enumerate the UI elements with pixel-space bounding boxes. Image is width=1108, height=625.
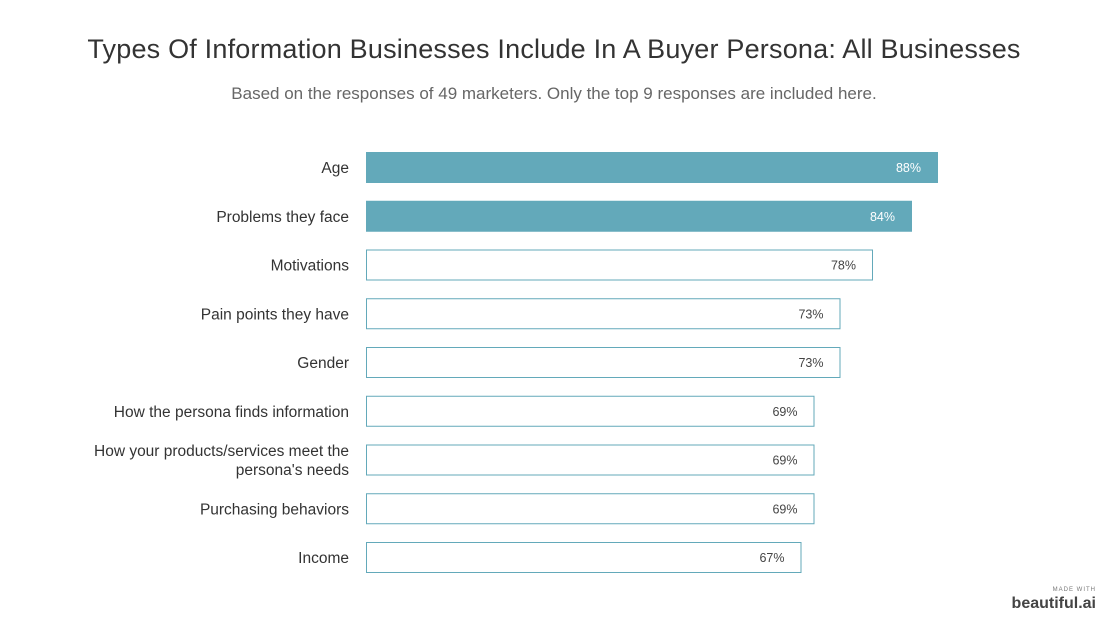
category-label: Pain points they have (201, 306, 349, 323)
bar (366, 249, 873, 281)
bar (366, 200, 912, 232)
bar-value-label: 67% (759, 551, 784, 565)
bar (366, 542, 802, 573)
bar-value-label: 88% (896, 161, 921, 175)
bar-value-label: 69% (772, 405, 797, 419)
bar (366, 395, 815, 427)
category-label: Gender (297, 355, 349, 372)
category-label: Problems they face (216, 209, 349, 226)
made-with-badge[interactable]: MADE WITH beautiful.ai (1012, 587, 1096, 613)
category-label: Age (321, 160, 349, 177)
bar-value-label: 73% (798, 307, 823, 321)
category-label: Purchasing behaviors (200, 501, 349, 518)
bar-value-label: 73% (798, 356, 823, 370)
category-label: Motivations (271, 258, 350, 275)
bar-value-label: 69% (772, 502, 797, 516)
bar-value-label: 69% (772, 454, 797, 468)
brand-logo: beautiful.ai (1011, 595, 1096, 612)
category-label: Income (298, 550, 349, 567)
category-label: How your products/services meet the perso… (94, 443, 349, 479)
chart-title: Types Of Information Businesses Include … (87, 34, 1021, 64)
bar-value-label: 84% (870, 210, 895, 224)
category-label: How the persona finds information (114, 404, 349, 421)
bar (366, 347, 841, 378)
made-with-label: MADE WITH (1052, 587, 1096, 593)
bar-value-label: 78% (831, 259, 856, 273)
chart-subtitle: Based on the responses of 49 marketers. … (231, 84, 877, 103)
bar (366, 444, 815, 476)
bar (366, 152, 938, 183)
bar (366, 493, 815, 525)
bar (366, 298, 841, 330)
